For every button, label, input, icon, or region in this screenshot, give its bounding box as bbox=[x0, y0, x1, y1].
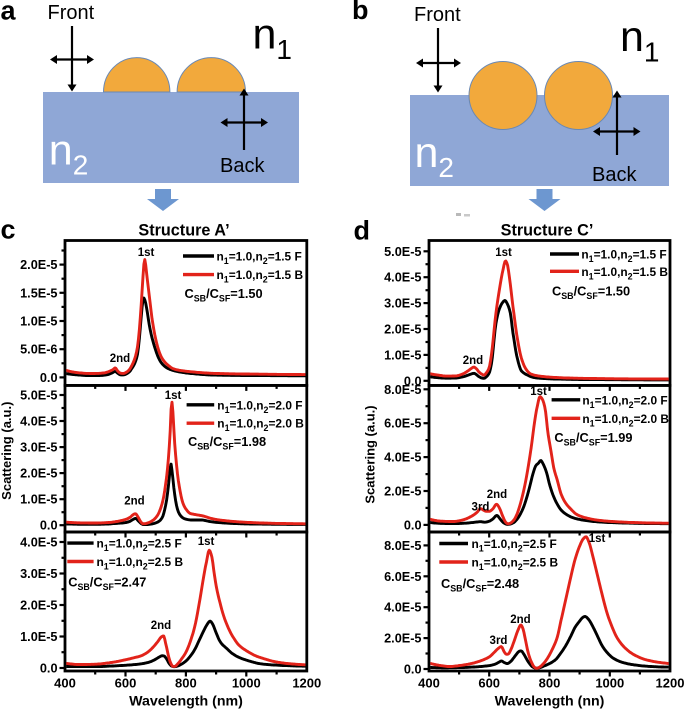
svg-text:2.0E-5: 2.0E-5 bbox=[384, 632, 421, 646]
svg-text:2nd: 2nd bbox=[487, 489, 507, 501]
svg-text:4.0E-5: 4.0E-5 bbox=[384, 601, 421, 615]
svg-text:3.0E-5: 3.0E-5 bbox=[20, 567, 57, 581]
svg-text:c: c bbox=[1, 215, 16, 245]
svg-text:1st: 1st bbox=[165, 390, 182, 402]
svg-text:n1=1.0,n2=2.0 B: n1=1.0,n2=2.0 B bbox=[217, 417, 304, 434]
svg-text:1st: 1st bbox=[495, 247, 512, 259]
svg-text:8.0E-5: 8.0E-5 bbox=[384, 539, 421, 553]
svg-text:0.0: 0.0 bbox=[404, 374, 422, 388]
svg-text:400: 400 bbox=[54, 676, 76, 691]
svg-text:d: d bbox=[354, 216, 371, 246]
svg-text:Wavelength (nn): Wavelength (nn) bbox=[495, 694, 605, 710]
svg-text:1000: 1000 bbox=[595, 676, 624, 691]
svg-text:Back: Back bbox=[592, 164, 637, 186]
svg-text:1.0E-5: 1.0E-5 bbox=[20, 315, 57, 329]
svg-text:Front: Front bbox=[414, 4, 461, 26]
svg-text:4.0E-5: 4.0E-5 bbox=[20, 536, 57, 550]
svg-text:2.0E-5: 2.0E-5 bbox=[20, 599, 57, 613]
svg-text:6.0E-5: 6.0E-5 bbox=[384, 417, 421, 431]
svg-text:2nd: 2nd bbox=[110, 353, 130, 365]
svg-text:n1=1.0,n2=2.0 F: n1=1.0,n2=2.0 F bbox=[217, 398, 302, 415]
svg-text:5.0E-5: 5.0E-5 bbox=[384, 245, 421, 259]
svg-text:600: 600 bbox=[115, 676, 137, 691]
svg-text:n1=1.0,n2=1.5 F: n1=1.0,n2=1.5 F bbox=[581, 248, 666, 265]
svg-text:0.0: 0.0 bbox=[404, 663, 422, 677]
svg-text:1200: 1200 bbox=[656, 676, 685, 691]
svg-text:2.0E-5: 2.0E-5 bbox=[20, 467, 57, 481]
svg-text:a: a bbox=[1, 0, 17, 25]
svg-text:4.0E-5: 4.0E-5 bbox=[384, 271, 421, 285]
svg-text:800: 800 bbox=[175, 676, 197, 691]
svg-text:n1=1.0,n2=1.5 B: n1=1.0,n2=1.5 B bbox=[581, 265, 668, 282]
svg-text:n1=1.0,n2=1.5 F: n1=1.0,n2=1.5 F bbox=[217, 250, 302, 267]
svg-text:1.5E-5: 1.5E-5 bbox=[20, 286, 57, 300]
svg-text:4.0E-5: 4.0E-5 bbox=[384, 451, 421, 465]
svg-text:600: 600 bbox=[478, 676, 500, 691]
svg-text:Scattering (a.u.): Scattering (a.u.) bbox=[0, 402, 14, 500]
svg-text:Front: Front bbox=[48, 2, 95, 24]
svg-text:n1=1.0,n2=2.5 F: n1=1.0,n2=2.5 F bbox=[97, 537, 182, 554]
svg-text:1000: 1000 bbox=[232, 676, 261, 691]
svg-text:400: 400 bbox=[418, 676, 440, 691]
svg-text:Back: Back bbox=[220, 155, 265, 177]
svg-text:0.0: 0.0 bbox=[404, 518, 422, 532]
svg-text:b: b bbox=[352, 0, 369, 25]
svg-text:0.0: 0.0 bbox=[40, 519, 58, 533]
svg-text:n1=1.0,n2=2.5 F: n1=1.0,n2=2.5 F bbox=[472, 537, 557, 554]
svg-text:n1=1.0,n2=2.0 F: n1=1.0,n2=2.0 F bbox=[582, 393, 667, 410]
svg-text:1.0E-5: 1.0E-5 bbox=[20, 630, 57, 644]
svg-text:5.0E-6: 5.0E-6 bbox=[20, 343, 57, 357]
svg-text:Structure A’: Structure A’ bbox=[138, 222, 229, 240]
svg-text:1200: 1200 bbox=[292, 676, 321, 691]
svg-text:2.0E-5: 2.0E-5 bbox=[384, 323, 421, 337]
svg-text:2.0E-5: 2.0E-5 bbox=[384, 485, 421, 499]
svg-text:CSB/CSF=1.98: CSB/CSF=1.98 bbox=[188, 434, 266, 452]
svg-text:1st: 1st bbox=[138, 247, 155, 259]
svg-text:2nd: 2nd bbox=[463, 355, 483, 367]
svg-text:3.0E-5: 3.0E-5 bbox=[384, 297, 421, 311]
svg-text:Scattering (a.u.): Scattering (a.u.) bbox=[363, 405, 378, 503]
svg-text:n1=1.0,n2=2.5 B: n1=1.0,n2=2.5 B bbox=[472, 556, 559, 573]
svg-text:2nd: 2nd bbox=[151, 620, 171, 632]
svg-text:1st: 1st bbox=[198, 536, 215, 548]
svg-text:2nd: 2nd bbox=[124, 496, 144, 508]
svg-text:8.0E-5: 8.0E-5 bbox=[384, 383, 421, 397]
svg-text:Structure C’: Structure C’ bbox=[501, 222, 594, 240]
svg-text:1.0E-5: 1.0E-5 bbox=[384, 348, 421, 362]
svg-text:1.0E-5: 1.0E-5 bbox=[20, 493, 57, 507]
svg-text:1st: 1st bbox=[589, 533, 606, 545]
svg-text:4.0E-5: 4.0E-5 bbox=[20, 415, 57, 429]
svg-text:0.0: 0.0 bbox=[40, 662, 58, 676]
svg-text:3rd: 3rd bbox=[490, 635, 508, 647]
svg-text:3rd: 3rd bbox=[472, 502, 490, 514]
svg-text:n1=1.0,n2=2.5 B: n1=1.0,n2=2.5 B bbox=[97, 555, 184, 572]
svg-text:2.0E-5: 2.0E-5 bbox=[20, 258, 57, 272]
svg-text:n1=1.0,n2=1.5 B: n1=1.0,n2=1.5 B bbox=[217, 268, 304, 285]
svg-text:5.0E-5: 5.0E-5 bbox=[20, 389, 57, 403]
svg-text:n1=1.0,n2=2.0 B: n1=1.0,n2=2.0 B bbox=[582, 412, 669, 429]
svg-text:Wavelength (nm): Wavelength (nm) bbox=[129, 694, 243, 710]
svg-text:2nd: 2nd bbox=[510, 614, 530, 626]
svg-text:800: 800 bbox=[539, 676, 561, 691]
svg-text:6.0E-5: 6.0E-5 bbox=[384, 570, 421, 584]
svg-text:1st: 1st bbox=[530, 386, 547, 398]
svg-text:3.0E-5: 3.0E-5 bbox=[20, 441, 57, 455]
svg-text:0.0: 0.0 bbox=[40, 371, 58, 385]
